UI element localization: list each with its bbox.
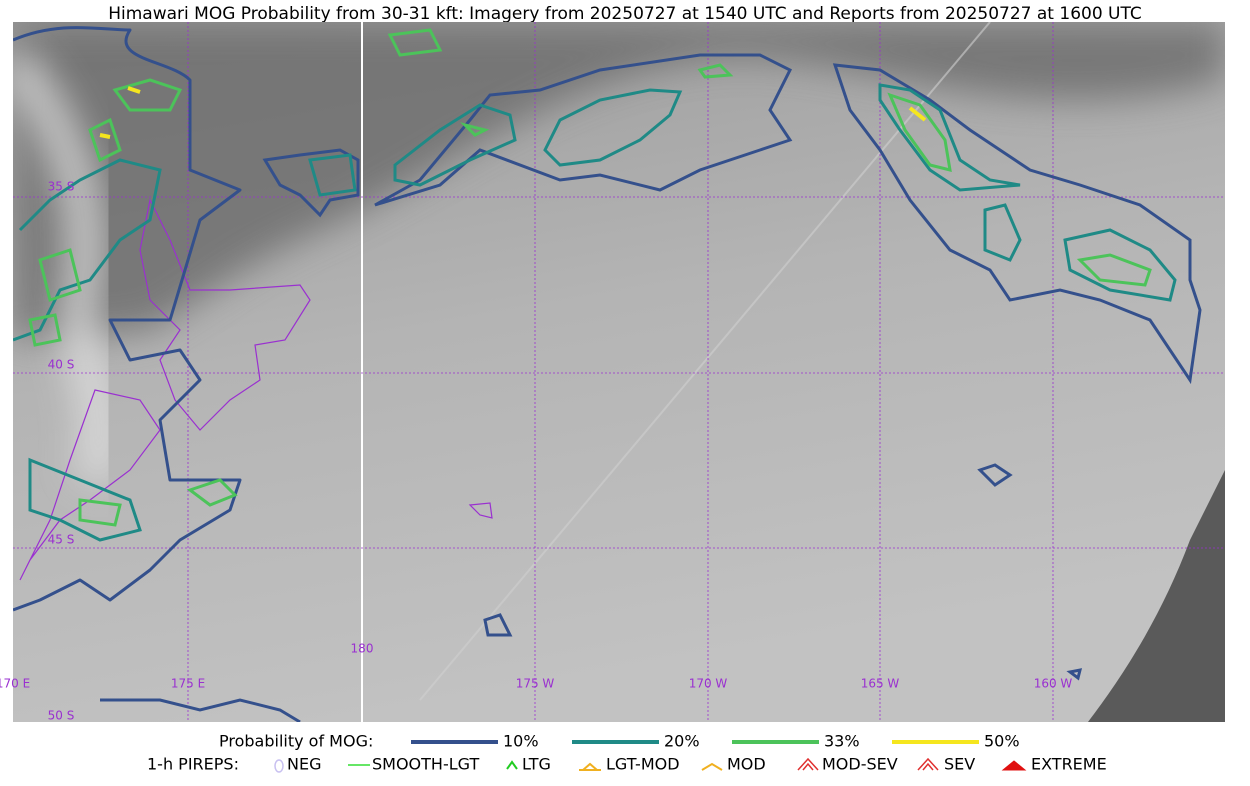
legend-label: 20% (664, 732, 700, 751)
pirep-icon (579, 762, 601, 771)
title: Himawari MOG Probability from 30-31 kft:… (108, 4, 1142, 24)
legend-label: SMOOTH-LGT (372, 755, 479, 774)
latitude-label: 50 S (48, 709, 75, 723)
legend-label: NEG (287, 755, 321, 774)
legend-label: SEV (944, 755, 975, 774)
longitude-label: 180 (351, 642, 374, 656)
satellite-map (13, 22, 1225, 722)
longitude-label: 170 E (0, 677, 30, 691)
legend-label: 50% (984, 732, 1020, 751)
pirep-icon (1001, 760, 1027, 771)
latitude-label: 35 S (48, 180, 75, 194)
longitude-label: 175 W (516, 677, 555, 691)
legend: Probability of MOG: 10% 20% 33% 50% 1-h PIREP… (147, 732, 1107, 774)
legend-title: Probability of MOG: (219, 732, 373, 751)
pirep-icon (917, 757, 939, 771)
pirep-icon (274, 759, 284, 773)
pirep-icon (506, 760, 518, 770)
latitude-label: 40 S (48, 358, 75, 372)
latitude-labels: 35 S 40 S 45 S 50 S (48, 180, 75, 723)
legend-label: LTG (522, 755, 551, 774)
longitude-label: 160 W (1034, 677, 1073, 691)
legend-title: 1-h PIREPS: (147, 755, 239, 774)
legend-label: LGT-MOD (606, 755, 680, 774)
longitude-label: 175 E (171, 677, 205, 691)
legend-label: MOD (727, 755, 766, 774)
latitude-label: 45 S (48, 533, 75, 547)
legend-label: 33% (824, 732, 860, 751)
pirep-icon (701, 762, 723, 771)
legend-label: EXTREME (1031, 755, 1107, 774)
legend-label: 10% (503, 732, 539, 751)
pirep-icon (797, 757, 819, 771)
longitude-label: 165 W (861, 677, 900, 691)
longitude-label: 170 W (689, 677, 728, 691)
legend-label: MOD-SEV (822, 755, 898, 774)
longitude-labels: 170 E 175 E 180 175 W 170 W 165 W 160 W (0, 642, 1072, 691)
